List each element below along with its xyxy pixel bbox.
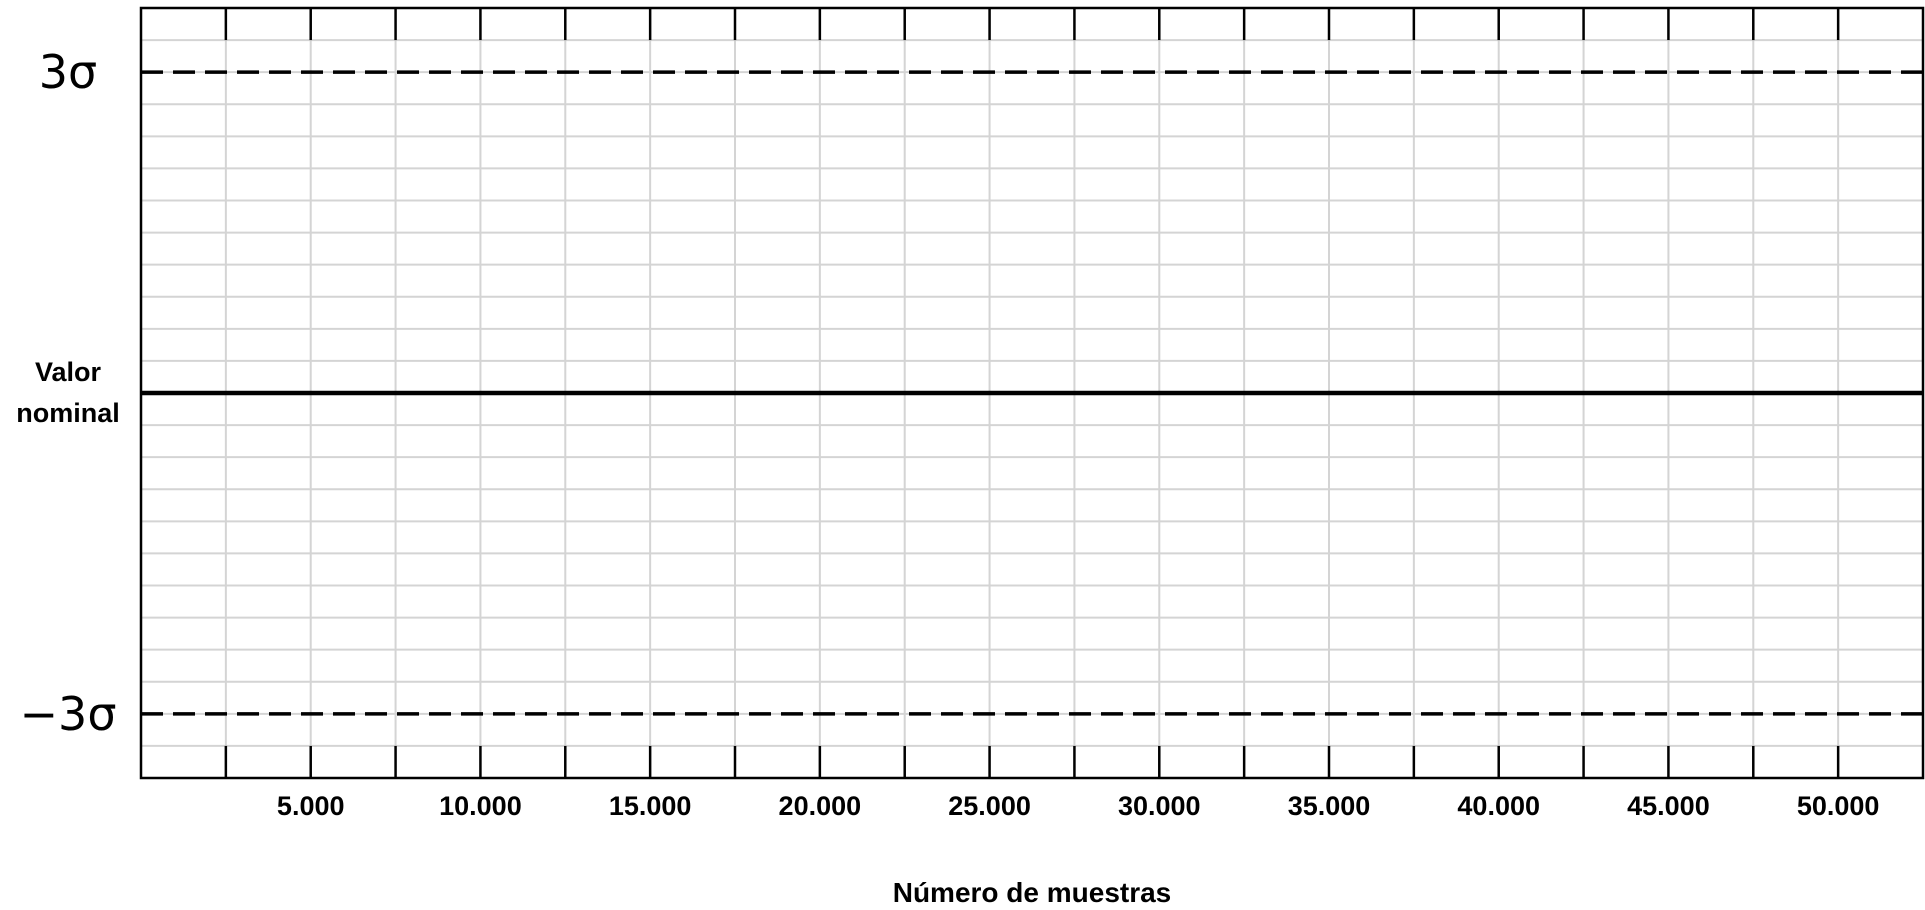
upper-sigma-label: 3σ [39, 45, 97, 99]
tick-marks [224, 8, 1840, 778]
reference-labels: 3σ Valor nominal −3σ [16, 45, 120, 741]
x-tick-label: 35.000 [1288, 791, 1371, 821]
x-tick-label: 30.000 [1118, 791, 1201, 821]
x-axis-label: Número de muestras [893, 877, 1172, 908]
x-tick-label: 15.000 [609, 791, 692, 821]
x-tick-label: 5.000 [277, 791, 345, 821]
x-tick-labels: 5.000 10.000 15.000 20.000 25.000 30.000 35.00… [277, 791, 1880, 821]
x-tick-label: 40.000 [1457, 791, 1540, 821]
x-tick-label: 25.000 [948, 791, 1031, 821]
plot-frame [139, 6, 1925, 780]
reference-lines [141, 70, 1923, 716]
x-tick-label: 45.000 [1627, 791, 1710, 821]
x-tick-label: 20.000 [779, 791, 862, 821]
nominal-value-label: Valor nominal [16, 357, 120, 428]
lower-sigma-label: −3σ [20, 687, 117, 741]
x-tick-label: 10.000 [439, 791, 522, 821]
x-tick-label: 50.000 [1797, 791, 1880, 821]
